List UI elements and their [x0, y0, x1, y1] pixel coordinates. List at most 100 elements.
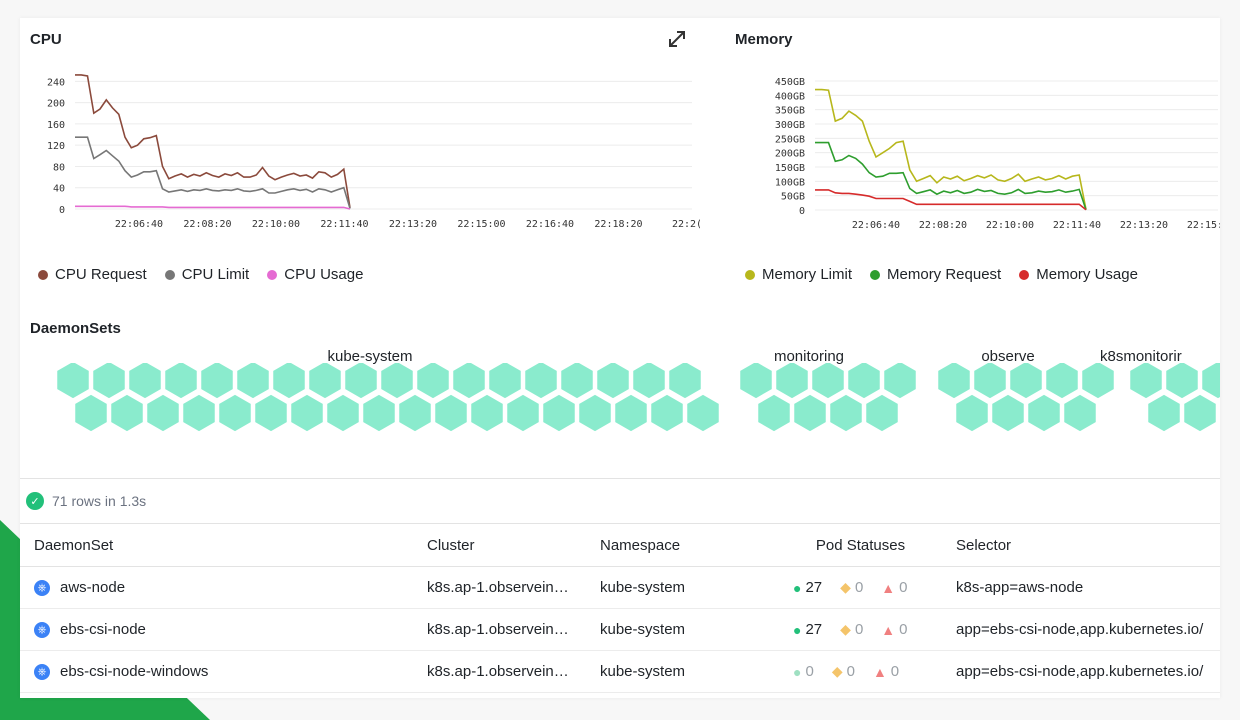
- x-tick-label: 22:2(: [672, 219, 700, 230]
- daemonset-name[interactable]: aws-node: [60, 578, 126, 596]
- table-row[interactable]: ⎈ ebs-csi-node-windows k8s.ap-1.observein…: [20, 650, 1220, 693]
- cell-daemonset[interactable]: ⎈ aws-node: [20, 566, 413, 609]
- legend-label: CPU Request: [55, 266, 147, 283]
- results-status: ✓ 71 rows in 1.3s: [26, 492, 146, 510]
- daemonset-hex[interactable]: [1026, 393, 1062, 433]
- check-circle-icon: ●: [793, 663, 802, 680]
- daemonset-hex[interactable]: [361, 393, 397, 433]
- error-triangle-icon: ▲: [881, 621, 896, 638]
- daemonset-hex[interactable]: [613, 393, 649, 433]
- daemonset-hex[interactable]: [505, 393, 541, 433]
- daemonset-hex[interactable]: [595, 363, 631, 400]
- col-header-pod-statuses[interactable]: Pod Statuses: [779, 524, 942, 567]
- cell-daemonset[interactable]: ⎈ ebs-csi-node: [20, 608, 413, 651]
- expand-icon[interactable]: [666, 28, 688, 50]
- daemonset-hex[interactable]: [864, 393, 900, 433]
- daemonset-hex[interactable]: [181, 393, 217, 433]
- daemonset-hex[interactable]: [631, 363, 667, 400]
- daemonset-hex[interactable]: [1008, 363, 1044, 400]
- daemonset-hex[interactable]: [756, 393, 792, 433]
- daemonset-hex[interactable]: [55, 363, 91, 400]
- daemonset-name[interactable]: ebs-csi-node: [60, 620, 146, 638]
- x-tick-label: 22:10:00: [986, 220, 1034, 231]
- daemonset-hex[interactable]: [253, 393, 289, 433]
- legend-item[interactable]: CPU Request: [38, 266, 147, 283]
- daemonset-hex[interactable]: [882, 363, 918, 400]
- daemonset-hex[interactable]: [810, 363, 846, 400]
- daemonset-hex[interactable]: [990, 393, 1026, 433]
- table-row[interactable]: ⎈ ebs-csi-node k8s.ap-1.observein… kube-s…: [20, 608, 1220, 651]
- daemonset-hex[interactable]: [1080, 363, 1116, 400]
- daemonset-hex[interactable]: [145, 393, 181, 433]
- daemonset-hex[interactable]: [1218, 394, 1221, 432]
- daemonset-hex[interactable]: [523, 363, 559, 400]
- daemonset-hex[interactable]: [469, 393, 505, 433]
- daemonset-hex[interactable]: [127, 363, 163, 400]
- daemonset-hex[interactable]: [271, 363, 307, 400]
- y-tick-label: 400GB: [775, 91, 805, 102]
- daemonset-hex[interactable]: [307, 363, 343, 400]
- daemonset-hex[interactable]: [1044, 363, 1080, 400]
- daemonset-hex[interactable]: [972, 363, 1008, 400]
- daemonset-hex[interactable]: [109, 393, 145, 433]
- daemonset-hex[interactable]: [1164, 363, 1200, 400]
- cell-pod-statuses: ● 0 ◆ 0 ▲ 0: [779, 650, 942, 693]
- daemonset-hex[interactable]: [577, 393, 613, 433]
- daemonset-hex[interactable]: [649, 393, 685, 433]
- daemonset-name[interactable]: ebs-csi-node-windows: [60, 662, 209, 680]
- y-tick-label: 40: [53, 184, 65, 195]
- daemonset-hex[interactable]: [451, 363, 487, 400]
- daemonset-hex[interactable]: [379, 363, 415, 400]
- col-header-cluster[interactable]: Cluster: [413, 524, 586, 567]
- daemonset-hex[interactable]: [1062, 393, 1098, 433]
- cell-daemonset[interactable]: ⎈ ebs-csi-node-windows: [20, 650, 413, 693]
- y-tick-label: 150GB: [775, 163, 805, 174]
- daemonset-hex[interactable]: [846, 363, 882, 400]
- daemonset-hex[interactable]: [1200, 363, 1221, 400]
- daemonset-hex[interactable]: [415, 363, 451, 400]
- daemonset-hex[interactable]: [163, 363, 199, 400]
- y-tick-label: 350GB: [775, 106, 805, 117]
- daemonset-hex[interactable]: [685, 393, 721, 433]
- cpu-legend: CPU Request CPU Limit CPU Usage: [38, 266, 363, 283]
- legend-item[interactable]: Memory Request: [870, 266, 1001, 283]
- daemonset-hex[interactable]: [289, 393, 325, 433]
- daemonset-hex[interactable]: [738, 363, 774, 400]
- col-header-selector[interactable]: Selector: [942, 524, 1220, 567]
- daemonset-hex[interactable]: [774, 363, 810, 400]
- daemonset-hex[interactable]: [1146, 393, 1182, 433]
- pod-warn-count: 0: [854, 621, 864, 638]
- legend-item[interactable]: Memory Limit: [745, 266, 852, 283]
- table-row[interactable]: ⎈ aws-node k8s.ap-1.observein… kube-syste…: [20, 566, 1220, 609]
- y-tick-label: 120: [47, 141, 65, 152]
- pod-ok-count: 27: [805, 621, 823, 638]
- col-header-namespace[interactable]: Namespace: [586, 524, 779, 567]
- daemonset-hex[interactable]: [954, 393, 990, 433]
- daemonset-hex[interactable]: [325, 393, 361, 433]
- daemonset-hex[interactable]: [343, 363, 379, 400]
- daemonset-hex[interactable]: [792, 393, 828, 433]
- cell-selector: app=ebs-csi-node,app.kubernetes.io/: [942, 608, 1220, 651]
- daemonset-hex[interactable]: [541, 393, 577, 433]
- daemonset-hex[interactable]: [199, 363, 235, 400]
- daemonset-hex[interactable]: [235, 363, 271, 400]
- legend-item[interactable]: CPU Usage: [267, 266, 363, 283]
- daemonset-hex[interactable]: [217, 393, 253, 433]
- daemonset-hex[interactable]: [828, 393, 864, 433]
- daemonset-hex[interactable]: [1182, 393, 1218, 433]
- daemonset-hex[interactable]: [559, 363, 595, 400]
- daemonset-hex[interactable]: [397, 393, 433, 433]
- daemonset-hex[interactable]: [487, 363, 523, 400]
- daemonset-hex[interactable]: [73, 393, 109, 433]
- daemonset-hex[interactable]: [936, 363, 972, 400]
- series-line: [75, 205, 351, 210]
- legend-item[interactable]: CPU Limit: [164, 266, 249, 283]
- daemonset-hex[interactable]: [667, 363, 703, 400]
- legend-item[interactable]: Memory Usage: [1019, 266, 1138, 283]
- daemonset-hex[interactable]: [1128, 363, 1164, 400]
- daemonset-hex[interactable]: [91, 363, 127, 400]
- col-header-daemonset[interactable]: DaemonSet: [20, 524, 413, 567]
- cell-namespace: kube-system: [586, 566, 779, 609]
- kubernetes-icon: ⎈: [34, 580, 50, 597]
- daemonset-hex[interactable]: [433, 393, 469, 433]
